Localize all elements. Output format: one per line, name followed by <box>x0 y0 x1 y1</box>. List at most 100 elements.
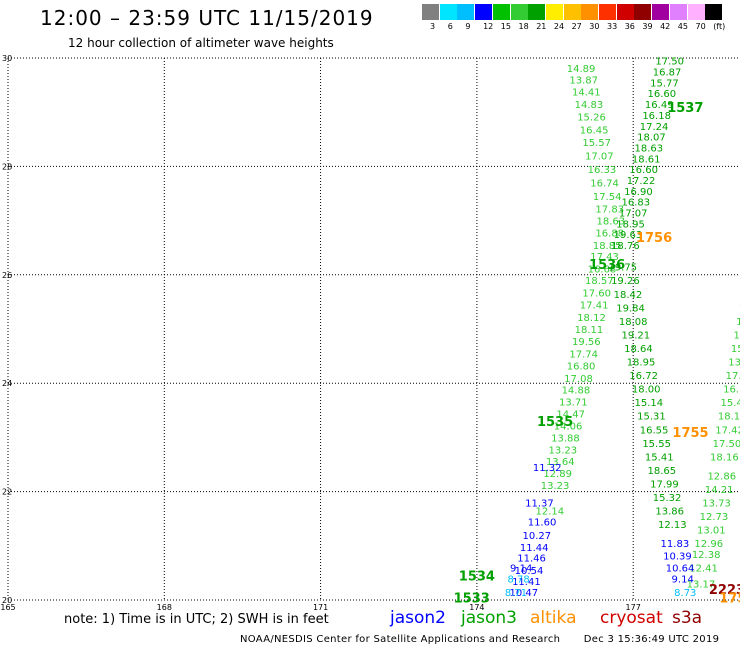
data-point-label: 18.12 <box>577 313 606 324</box>
data-point-label: 8.71 <box>505 588 527 599</box>
scale-label: 36 <box>624 22 635 31</box>
data-point-label: 18.95 <box>627 358 656 369</box>
data-point-label: 13.87 <box>569 76 598 87</box>
data-point-label: 16.19 <box>723 385 740 396</box>
x-tick-label: 177 <box>626 603 641 612</box>
data-point-label: 18.76 <box>611 241 640 252</box>
scale-swatch <box>528 4 546 20</box>
time-label: 1535 <box>537 415 573 430</box>
data-point-label: 12.38 <box>692 550 721 561</box>
data-point-label: 15.39 <box>739 303 740 314</box>
time-label: 1754 <box>719 591 740 606</box>
data-point-label: 9.14 <box>510 563 532 574</box>
scale-label: 30 <box>589 22 600 31</box>
x-tick-label: 174 <box>469 603 484 612</box>
footer-credit: NOAA/NESDIS Center for Satellite Applica… <box>240 634 719 645</box>
scale-swatch <box>599 4 616 20</box>
data-point-label: 13.71 <box>559 398 588 409</box>
scale-label: 24 <box>553 22 565 31</box>
data-point-label: 18.57 <box>585 276 614 287</box>
scale-swatch <box>687 4 705 20</box>
data-point-label: 16.45 <box>580 126 609 137</box>
data-point-label: 13.23 <box>549 445 578 456</box>
data-point-label: 19.84 <box>616 303 645 314</box>
data-point-label: 16.90 <box>624 187 653 198</box>
data-point-label: 17.24 <box>640 122 669 133</box>
data-point-label: 18.16 <box>710 452 739 463</box>
data-point-label: 16.74 <box>590 179 619 190</box>
data-point-label: 15.32 <box>653 493 682 504</box>
data-point-label: 17.17 <box>726 371 740 382</box>
data-point-label: 15.92 <box>731 344 740 355</box>
y-tick-label: 28 <box>2 162 12 171</box>
data-point-label: 10.27 <box>522 531 551 542</box>
data-point-label: 18.00 <box>632 385 661 396</box>
data-point-label: 12.14 <box>536 507 565 518</box>
x-tick-label: 165 <box>0 603 15 612</box>
data-point-label: 15.47 <box>720 398 740 409</box>
data-point-label: 17.54 <box>593 192 622 203</box>
data-point-label: 13.73 <box>702 498 731 509</box>
data-point-label: 17.42 <box>715 425 740 436</box>
data-point-label: 19.56 <box>572 337 601 348</box>
data-point-label: 10.47 <box>509 588 538 599</box>
data-point-label: 12.73 <box>700 512 729 523</box>
time-label: 1533 <box>454 591 490 606</box>
x-tick-label: 171 <box>313 603 328 612</box>
scale-swatch <box>457 4 475 20</box>
data-point-label: 13.01 <box>697 526 726 537</box>
scale-label: (ft) <box>713 22 726 31</box>
data-point-label: 17.43 <box>590 252 619 263</box>
data-point-label: 13.88 <box>551 433 580 444</box>
data-point-label: 16.68 <box>736 317 740 328</box>
data-point-label: 16.83 <box>621 198 650 209</box>
time-label: 1534 <box>459 570 495 585</box>
data-point-label: 11.41 <box>512 577 541 588</box>
y-tick-label: 24 <box>2 379 12 388</box>
data-point-label: 16.49 <box>645 100 674 111</box>
data-point-label: 15.77 <box>650 78 679 89</box>
time-label: 1756 <box>636 231 672 246</box>
data-point-label: 19.26 <box>611 276 640 287</box>
y-tick-label: 26 <box>2 271 12 280</box>
scale-swatch <box>492 4 510 20</box>
data-point-label: 12.86 <box>707 471 736 482</box>
data-point-label: 17.07 <box>585 152 614 163</box>
data-point-label: 14.88 <box>562 386 591 397</box>
scale-swatch <box>475 4 493 20</box>
scale-label: 12 <box>483 22 494 31</box>
data-point-label: 18.64 <box>624 344 653 355</box>
scale-label: 45 <box>677 22 688 31</box>
data-point-label: 11.83 <box>661 539 690 550</box>
data-point-label: 15.41 <box>645 452 674 463</box>
data-point-label: 18.63 <box>635 143 664 154</box>
data-point-label: 13.17 <box>687 580 716 591</box>
scale-swatch <box>652 4 670 20</box>
data-point-label: 12.13 <box>658 520 687 531</box>
data-point-label: 17.22 <box>627 176 656 187</box>
legend-altika: altika <box>530 608 577 628</box>
legend-jason3: jason3 <box>461 608 517 628</box>
page-title: 12:00 – 23:59 UTC 11/15/2019 <box>40 6 374 30</box>
data-point-label: 10.39 <box>663 552 692 563</box>
data-point-label: 17.41 <box>580 301 609 312</box>
data-point-label: 13.88 <box>728 358 740 369</box>
data-point-label: 15.14 <box>635 398 664 409</box>
y-tick-label: 20 <box>2 596 12 605</box>
scale-swatch <box>634 4 652 20</box>
data-point-label: 18.08 <box>619 317 648 328</box>
data-point-label: 16.55 <box>640 425 669 436</box>
data-point-label: 10.64 <box>666 563 695 574</box>
data-point-label: 18.63 <box>596 217 625 228</box>
legend-jason2: jason2 <box>390 608 446 628</box>
data-point-label: 12.89 <box>543 469 572 480</box>
data-point-label: 15.55 <box>642 439 671 450</box>
time-label: 1755 <box>672 426 708 441</box>
y-tick-label: 30 <box>2 54 12 63</box>
data-point-label: 18.85 <box>593 241 622 252</box>
data-point-label: 16.60 <box>648 89 677 100</box>
data-point-label: 16.60 <box>629 165 658 176</box>
data-point-label: 16.87 <box>653 68 682 79</box>
data-point-label: 17.60 <box>582 289 611 300</box>
data-point-label: 15.57 <box>582 138 611 149</box>
